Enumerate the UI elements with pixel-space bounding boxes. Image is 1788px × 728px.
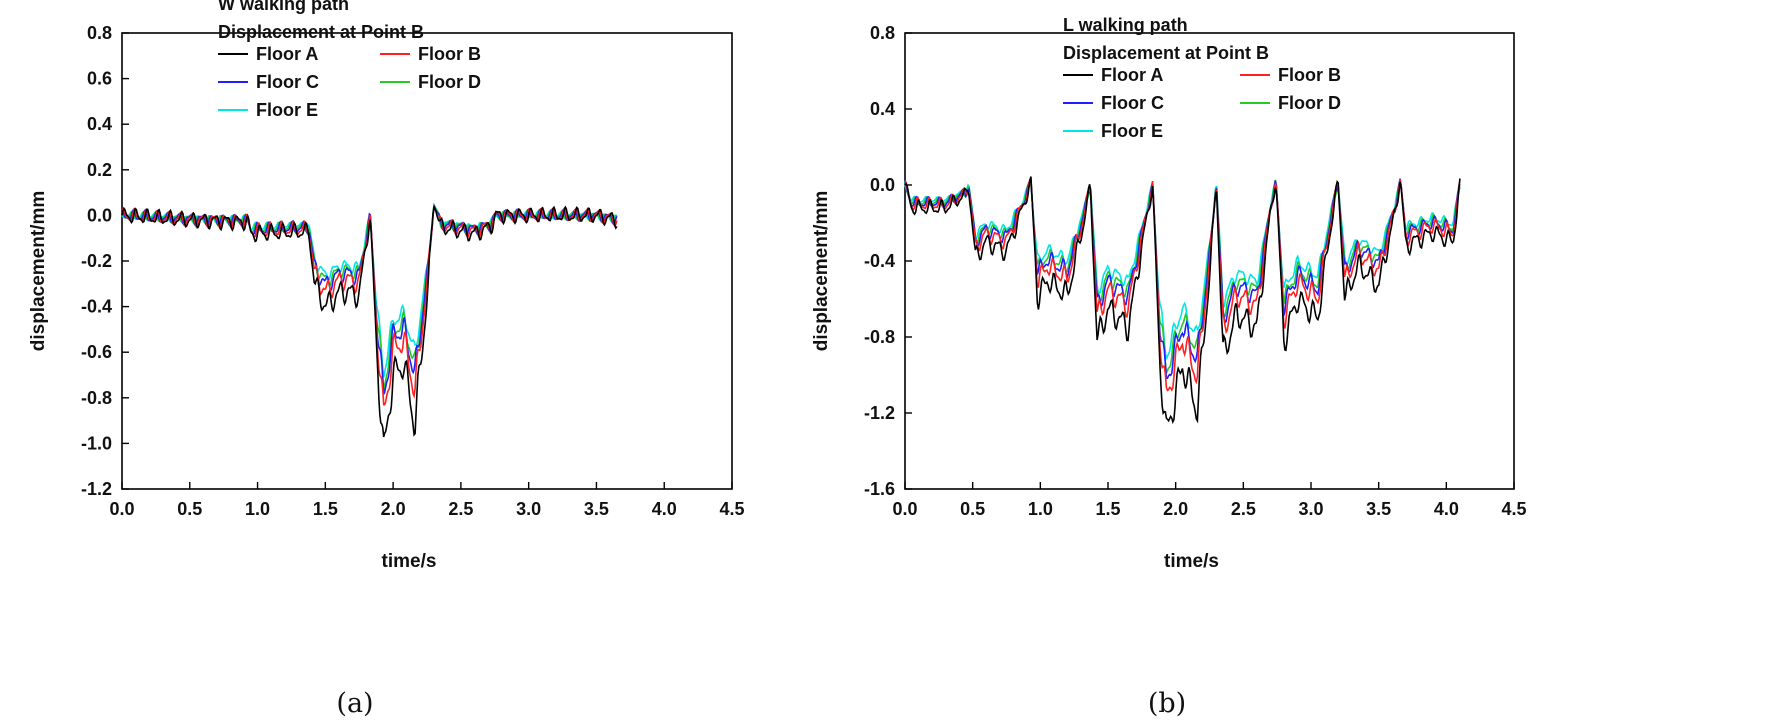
legend-label: Floor E bbox=[256, 100, 318, 120]
series-line-floor-a bbox=[904, 176, 1461, 425]
x-tick-label: 0.0 bbox=[109, 499, 134, 519]
y-tick-label: -1.0 bbox=[81, 433, 112, 453]
y-tick-label: -0.4 bbox=[81, 297, 112, 317]
x-tick-label: 0.5 bbox=[177, 499, 202, 519]
x-tick-label: 2.5 bbox=[1231, 499, 1256, 519]
y-tick-label: 0.0 bbox=[870, 175, 895, 195]
y-axis-label: displacement/mm bbox=[811, 191, 832, 352]
legend-label: Floor C bbox=[1101, 93, 1164, 113]
legend-label: Floor D bbox=[418, 72, 481, 92]
x-axis-label: time/s bbox=[1164, 551, 1219, 572]
chart-panel-b: 0.0 0.5 1.0 1.5 2.0 2.5 3.0 3.5 4.0 4.50.80.40.0-… bbox=[811, 15, 1527, 572]
chart-panel-a: 0.0 0.5 1.0 1.5 2.0 2.5 3.0 3.5 4.0 4.5 0.8 0.6 0.4 0… bbox=[28, 0, 745, 572]
series-line-floor-b bbox=[121, 204, 618, 406]
y-tick-label: -0.6 bbox=[81, 342, 112, 362]
x-tick-label: 4.0 bbox=[1434, 499, 1459, 519]
plot-frame bbox=[121, 32, 733, 490]
x-tick-label: 2.0 bbox=[1163, 499, 1188, 519]
x-tick-label: 1.0 bbox=[245, 499, 270, 519]
legend-title-line: Displacement at Point B bbox=[218, 22, 424, 42]
x-axis-label: time/s bbox=[382, 551, 437, 572]
x-tick-label: 4.0 bbox=[652, 499, 677, 519]
legend-label: Floor A bbox=[1101, 65, 1163, 85]
legend-label: Floor A bbox=[256, 44, 318, 64]
caption-b: (b) bbox=[1148, 688, 1186, 719]
y-tick-label: 0.8 bbox=[870, 23, 895, 43]
series-line-floor-c bbox=[121, 203, 618, 395]
x-tick-label: 1.0 bbox=[1028, 499, 1053, 519]
legend-label: Floor C bbox=[256, 72, 319, 92]
x-tick-label: 4.5 bbox=[719, 499, 744, 519]
series-line-floor-a bbox=[121, 205, 618, 438]
y-tick-label: -0.8 bbox=[864, 327, 895, 347]
legend-label: Floor B bbox=[1278, 65, 1341, 85]
x-tick-label: 3.5 bbox=[584, 499, 609, 519]
y-tick-label: -1.2 bbox=[864, 403, 895, 423]
y-tick-label: -0.8 bbox=[81, 388, 112, 408]
y-axis-label: displacement/mm bbox=[28, 191, 49, 352]
y-tick-label: 0.2 bbox=[87, 160, 112, 180]
legend-label: Floor E bbox=[1101, 121, 1163, 141]
x-tick-label: 3.0 bbox=[1298, 499, 1323, 519]
y-tick-label: -1.2 bbox=[81, 479, 112, 499]
legend-label: Floor B bbox=[418, 44, 481, 64]
legend-label: Floor D bbox=[1278, 93, 1341, 113]
y-tick-label: 0.8 bbox=[87, 23, 112, 43]
series-line-floor-b bbox=[904, 177, 1461, 392]
legend-title-line: W walking path bbox=[218, 0, 349, 14]
x-tick-label: 2.5 bbox=[448, 499, 473, 519]
x-tick-label: 3.5 bbox=[1366, 499, 1391, 519]
x-tick-label: 3.0 bbox=[516, 499, 541, 519]
x-tick-label: 2.0 bbox=[381, 499, 406, 519]
y-tick-label: 0.6 bbox=[87, 69, 112, 89]
y-tick-label: -0.4 bbox=[864, 251, 895, 271]
legend-title-line: Displacement at Point B bbox=[1063, 43, 1269, 63]
x-tick-label: 1.5 bbox=[313, 499, 338, 519]
y-tick-label: 0.4 bbox=[870, 99, 895, 119]
y-tick-label: 0.4 bbox=[87, 114, 112, 134]
y-tick-label: 0.0 bbox=[87, 205, 112, 225]
x-tick-label: 4.5 bbox=[1501, 499, 1526, 519]
y-tick-label: -0.2 bbox=[81, 251, 112, 271]
caption-a: (a) bbox=[336, 688, 373, 719]
series-line-floor-c bbox=[904, 178, 1461, 379]
x-tick-label: 0.0 bbox=[892, 499, 917, 519]
legend-title-line: L walking path bbox=[1063, 15, 1188, 35]
x-tick-label: 1.5 bbox=[1095, 499, 1120, 519]
x-tick-label: 0.5 bbox=[960, 499, 985, 519]
y-tick-label: -1.6 bbox=[864, 479, 895, 499]
